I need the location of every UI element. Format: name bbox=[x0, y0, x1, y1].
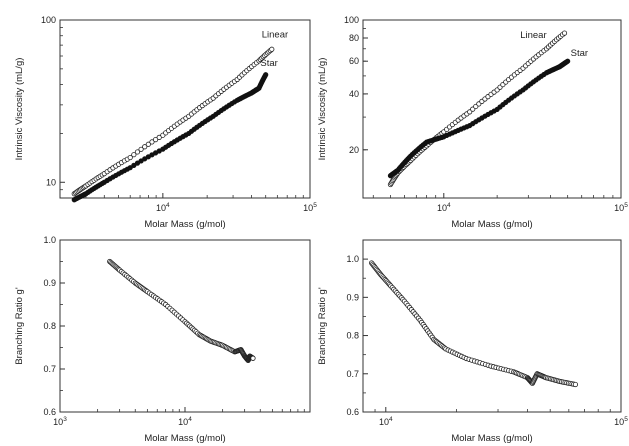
y-tick-label: 0.7 bbox=[346, 369, 359, 379]
data-point bbox=[250, 355, 256, 361]
x-tick-label: 104 bbox=[437, 202, 451, 213]
x-tick-base: 10 bbox=[614, 203, 624, 213]
x-tick-exponent: 5 bbox=[624, 202, 628, 209]
y-tick-label: 100 bbox=[41, 15, 56, 25]
y-tick-label: 100 bbox=[344, 15, 359, 25]
x-tick-base: 10 bbox=[437, 203, 447, 213]
y-tick-label: 0.6 bbox=[346, 407, 359, 417]
data-point bbox=[269, 46, 275, 52]
x-tick-base: 10 bbox=[614, 417, 624, 427]
data-point bbox=[134, 149, 141, 155]
x-tick-exponent: 4 bbox=[166, 202, 170, 209]
data-point bbox=[565, 58, 571, 64]
x-tick-label: 105 bbox=[303, 202, 317, 213]
x-tick-label: 103 bbox=[53, 416, 67, 427]
y-tick-label: 40 bbox=[349, 89, 359, 99]
y-tick-label: 1.0 bbox=[43, 235, 56, 245]
data-point bbox=[263, 72, 269, 78]
data-point bbox=[572, 381, 579, 388]
series-1 bbox=[368, 260, 579, 388]
data-point bbox=[131, 152, 137, 158]
x-tick-label: 105 bbox=[614, 202, 628, 213]
x-tick-exponent: 3 bbox=[63, 416, 67, 423]
x-axis-title: Molar Mass (g/mol) bbox=[144, 219, 225, 230]
x-tick-exponent: 5 bbox=[313, 202, 317, 209]
x-axis-title: Molar Mass (g/mol) bbox=[144, 433, 225, 444]
x-axis-title: Molar Mass (g/mol) bbox=[451, 219, 532, 230]
plot-frame bbox=[59, 239, 311, 413]
y-tick-label: 0.8 bbox=[43, 321, 56, 331]
y-tick-label: 0.7 bbox=[43, 364, 56, 374]
x-tick-base: 10 bbox=[178, 417, 188, 427]
series-linear bbox=[387, 30, 568, 188]
series-label-star: Star bbox=[571, 48, 588, 59]
x-tick-label: 104 bbox=[156, 202, 170, 213]
y-tick-label: 20 bbox=[349, 145, 359, 155]
x-tick-base: 10 bbox=[53, 417, 63, 427]
y-tick-label: 60 bbox=[349, 56, 359, 66]
x-tick-exponent: 4 bbox=[447, 202, 451, 209]
series-label-linear: Linear bbox=[520, 30, 546, 41]
y-tick-label: 1.0 bbox=[346, 254, 359, 264]
x-axis-title: Molar Mass (g/mol) bbox=[451, 433, 532, 444]
plot-frame bbox=[59, 19, 311, 199]
plot-frame bbox=[362, 19, 622, 199]
x-tick-base: 10 bbox=[156, 203, 166, 213]
series-1 bbox=[107, 258, 256, 363]
plot-frame bbox=[362, 239, 622, 413]
series-star bbox=[71, 72, 269, 203]
series-label-linear: Linear bbox=[262, 30, 288, 41]
data-point bbox=[561, 30, 568, 36]
series-label-star: Star bbox=[260, 58, 277, 69]
x-tick-exponent: 4 bbox=[188, 416, 192, 423]
x-tick-exponent: 4 bbox=[389, 416, 393, 423]
y-axis-title: Branching Ratio g' bbox=[317, 287, 328, 365]
y-tick-label: 0.9 bbox=[346, 292, 359, 302]
x-tick-base: 10 bbox=[379, 417, 389, 427]
y-tick-label: 10 bbox=[46, 177, 56, 187]
x-tick-label: 104 bbox=[178, 416, 192, 427]
data-point bbox=[127, 165, 133, 171]
y-axis-title: Intrinsic Viscosity (mL/g) bbox=[317, 58, 328, 161]
data-point bbox=[152, 136, 159, 143]
series-star bbox=[387, 58, 571, 179]
x-tick-label: 105 bbox=[614, 416, 628, 427]
data-point bbox=[142, 144, 148, 150]
data-point bbox=[131, 162, 137, 168]
data-point bbox=[127, 154, 133, 161]
x-tick-label: 104 bbox=[379, 416, 393, 427]
y-tick-label: 0.9 bbox=[43, 278, 56, 288]
y-tick-label: 0.6 bbox=[43, 407, 56, 417]
y-axis-title: Intrinsic Viscosity (mL/g) bbox=[14, 58, 25, 161]
x-tick-base: 10 bbox=[303, 203, 313, 213]
series-linear bbox=[71, 46, 275, 197]
y-axis-title: Branching Ratio g' bbox=[14, 287, 25, 365]
data-point bbox=[149, 139, 155, 145]
x-tick-exponent: 5 bbox=[624, 416, 628, 423]
y-tick-label: 0.8 bbox=[346, 331, 359, 341]
data-point bbox=[145, 141, 151, 147]
data-point bbox=[138, 146, 144, 152]
y-tick-label: 80 bbox=[349, 33, 359, 43]
